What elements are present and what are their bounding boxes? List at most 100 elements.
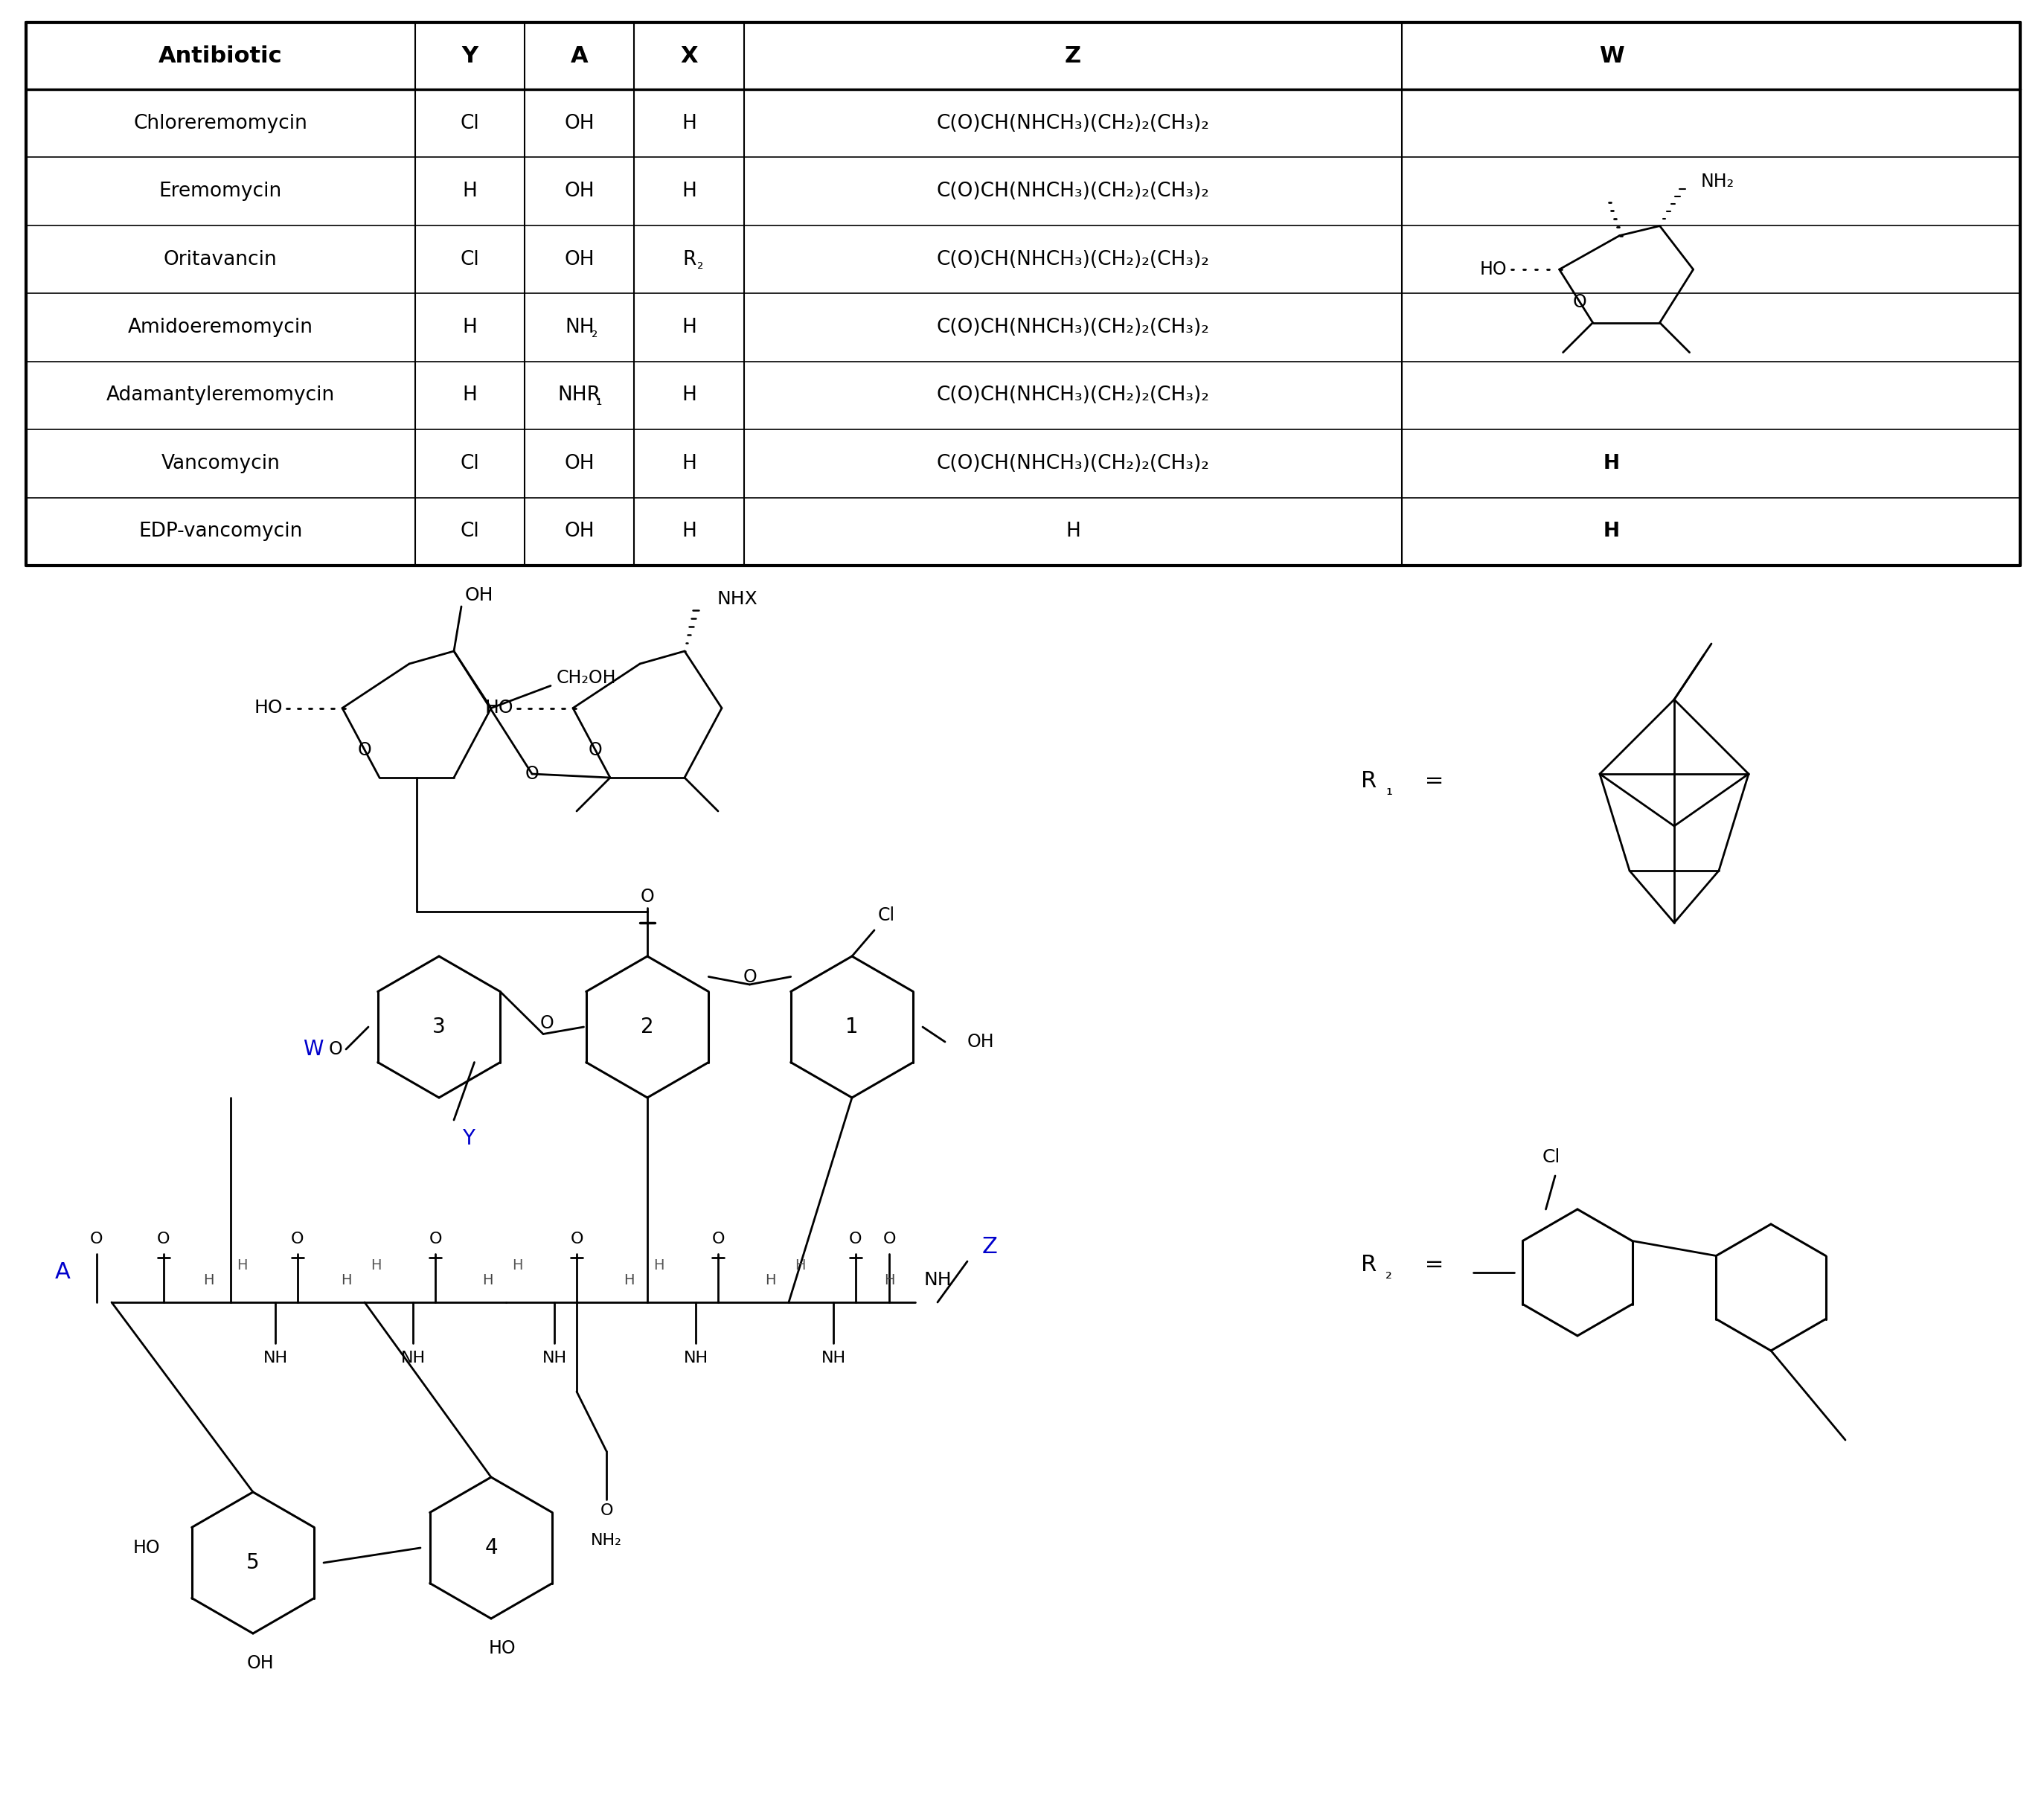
Text: NHX: NHX <box>717 591 756 607</box>
Text: O: O <box>711 1231 724 1247</box>
Text: C(O)CH(NHCH₃)(CH₂)₂(CH₃)₂: C(O)CH(NHCH₃)(CH₂)₂(CH₃)₂ <box>936 385 1210 405</box>
Text: NH₂: NH₂ <box>1701 173 1733 191</box>
Text: C(O)CH(NHCH₃)(CH₂)₂(CH₃)₂: C(O)CH(NHCH₃)(CH₂)₂(CH₃)₂ <box>936 318 1210 336</box>
Text: NH₂: NH₂ <box>591 1533 621 1547</box>
Text: OH: OH <box>564 115 595 133</box>
Text: O: O <box>525 765 540 784</box>
Text: O: O <box>157 1231 170 1247</box>
Text: =: = <box>1416 771 1443 793</box>
Text: NH: NH <box>822 1351 846 1365</box>
Text: 3: 3 <box>433 1016 446 1038</box>
Text: HO: HO <box>253 700 282 716</box>
Text: NHR: NHR <box>558 385 601 405</box>
Text: O: O <box>570 1231 583 1247</box>
Text: O: O <box>290 1231 305 1247</box>
Text: Cl: Cl <box>460 115 480 133</box>
Text: OH: OH <box>564 454 595 473</box>
Text: CH₂OH: CH₂OH <box>556 669 617 687</box>
Text: H: H <box>462 182 476 202</box>
Text: Cl: Cl <box>1543 1149 1560 1165</box>
Text: H: H <box>462 318 476 336</box>
Text: =: = <box>1416 1254 1443 1276</box>
Text: Cl: Cl <box>879 907 895 924</box>
Text: NH: NH <box>542 1351 566 1365</box>
Text: O: O <box>329 1040 341 1058</box>
Text: R: R <box>683 249 695 269</box>
Text: C(O)CH(NHCH₃)(CH₂)₂(CH₃)₂: C(O)CH(NHCH₃)(CH₂)₂(CH₃)₂ <box>936 454 1210 473</box>
Text: Y: Y <box>462 45 478 67</box>
Text: O: O <box>640 887 654 905</box>
Text: OH: OH <box>247 1654 274 1673</box>
Text: R: R <box>1361 771 1376 793</box>
Text: Adamantyleremomycin: Adamantyleremomycin <box>106 385 335 405</box>
Text: Z: Z <box>981 1236 997 1258</box>
Text: O: O <box>1572 293 1586 311</box>
Text: H: H <box>1065 522 1081 542</box>
Text: Oritavancin: Oritavancin <box>164 249 278 269</box>
Text: H: H <box>482 1273 493 1287</box>
Text: Cl: Cl <box>460 454 480 473</box>
Text: O: O <box>429 1231 442 1247</box>
Text: H: H <box>202 1273 215 1287</box>
Text: H: H <box>683 182 697 202</box>
Text: HO: HO <box>489 1640 515 1658</box>
Text: H: H <box>683 385 697 405</box>
Text: H: H <box>511 1258 523 1273</box>
Text: HO: HO <box>133 1540 159 1556</box>
Text: H: H <box>683 318 697 336</box>
Text: ₁: ₁ <box>1386 784 1392 798</box>
Text: ₂: ₂ <box>591 325 599 340</box>
Text: H: H <box>764 1273 775 1287</box>
Text: Cl: Cl <box>460 522 480 542</box>
Text: H: H <box>683 454 697 473</box>
Text: O: O <box>601 1503 613 1518</box>
Text: ₂: ₂ <box>1386 1267 1392 1282</box>
Text: H: H <box>795 1258 805 1273</box>
Text: H: H <box>683 115 697 133</box>
Text: H: H <box>370 1258 380 1273</box>
Text: 1: 1 <box>846 1016 858 1038</box>
Text: H: H <box>237 1258 247 1273</box>
Text: A: A <box>55 1262 72 1284</box>
Text: H: H <box>883 1273 895 1287</box>
Text: R: R <box>1361 1254 1376 1276</box>
Text: O: O <box>742 969 756 985</box>
Text: W: W <box>1598 45 1623 67</box>
Text: Eremomycin: Eremomycin <box>159 182 282 202</box>
Text: H: H <box>654 1258 664 1273</box>
Text: OH: OH <box>967 1033 995 1051</box>
Text: H: H <box>341 1273 352 1287</box>
Text: NH: NH <box>924 1271 953 1289</box>
Text: OH: OH <box>564 182 595 202</box>
Text: Z: Z <box>1065 45 1081 67</box>
Text: C(O)CH(NHCH₃)(CH₂)₂(CH₃)₂: C(O)CH(NHCH₃)(CH₂)₂(CH₃)₂ <box>936 115 1210 133</box>
Text: O: O <box>358 742 372 760</box>
Text: 2: 2 <box>642 1016 654 1038</box>
Text: OH: OH <box>466 587 495 604</box>
Text: C(O)CH(NHCH₃)(CH₂)₂(CH₃)₂: C(O)CH(NHCH₃)(CH₂)₂(CH₃)₂ <box>936 182 1210 202</box>
Text: A: A <box>570 45 589 67</box>
Text: NH: NH <box>264 1351 288 1365</box>
Text: OH: OH <box>564 522 595 542</box>
Text: ₂: ₂ <box>697 256 703 271</box>
Text: H: H <box>623 1273 634 1287</box>
Text: H: H <box>1602 522 1619 542</box>
Text: NH: NH <box>564 318 595 336</box>
Text: H: H <box>683 522 697 542</box>
Text: OH: OH <box>564 249 595 269</box>
Text: O: O <box>540 1014 554 1033</box>
Text: 5: 5 <box>247 1553 260 1573</box>
Text: O: O <box>90 1231 104 1247</box>
Text: Y: Y <box>462 1129 474 1149</box>
Text: X: X <box>681 45 697 67</box>
Text: O: O <box>848 1231 863 1247</box>
Text: NH: NH <box>683 1351 707 1365</box>
Text: NH: NH <box>401 1351 425 1365</box>
Text: O: O <box>589 742 603 760</box>
Text: Antibiotic: Antibiotic <box>159 45 282 67</box>
Text: HO: HO <box>1480 260 1506 278</box>
Text: H: H <box>462 385 476 405</box>
Text: C(O)CH(NHCH₃)(CH₂)₂(CH₃)₂: C(O)CH(NHCH₃)(CH₂)₂(CH₃)₂ <box>936 249 1210 269</box>
Text: Chloreremomycin: Chloreremomycin <box>133 115 307 133</box>
Text: ₁: ₁ <box>595 393 601 407</box>
